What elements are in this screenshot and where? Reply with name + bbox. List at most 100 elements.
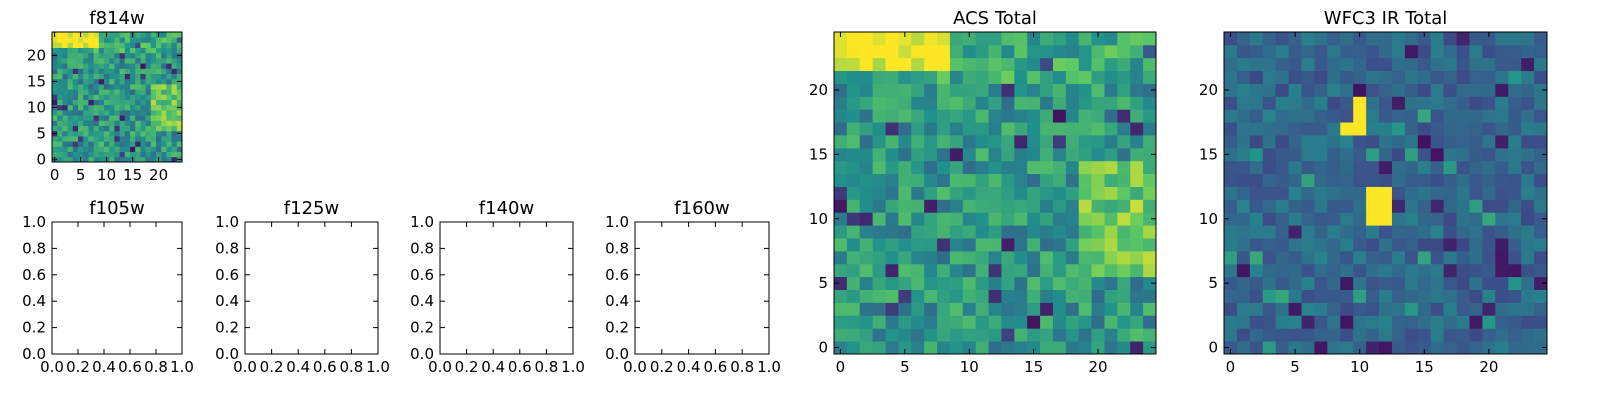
heatmap-cell xyxy=(145,73,152,80)
heatmap-cell xyxy=(124,63,131,69)
heatmap-cell xyxy=(114,42,120,48)
heatmap-cell xyxy=(1521,186,1535,200)
heatmap-cell xyxy=(924,250,938,265)
heatmap-cell xyxy=(1314,328,1328,342)
heatmap-cell xyxy=(859,315,874,329)
heatmap-cell xyxy=(1052,96,1067,110)
heatmap-cell xyxy=(1262,147,1277,162)
heatmap-cell xyxy=(911,302,925,316)
heatmap-cell xyxy=(1262,32,1277,46)
heatmap-cell xyxy=(859,44,874,59)
heatmap-cell xyxy=(176,110,183,116)
heatmap-cell xyxy=(150,115,157,121)
heatmap-cell xyxy=(72,120,79,126)
heatmap-cell xyxy=(1391,186,1406,200)
heatmap-cell xyxy=(1482,341,1496,355)
heatmap-cell xyxy=(1391,289,1406,303)
heatmap-cell xyxy=(1027,96,1041,110)
heatmap-cell xyxy=(1249,109,1264,123)
heatmap-cell xyxy=(104,89,110,95)
heatmap-cell xyxy=(975,315,989,329)
heatmap-cell xyxy=(1249,122,1264,136)
heatmap-cell xyxy=(1262,70,1277,84)
heatmap-cell xyxy=(98,130,105,137)
heatmap-cell xyxy=(145,146,152,152)
heatmap-cell xyxy=(1327,263,1341,278)
heatmap-cell xyxy=(1340,44,1354,59)
heatmap-cell xyxy=(1340,250,1354,265)
heatmap-cell xyxy=(52,58,58,64)
heatmap-cell xyxy=(166,156,172,163)
heatmap-cell xyxy=(859,70,874,84)
heatmap-cell xyxy=(1288,341,1302,355)
heatmap-cell xyxy=(1143,32,1157,46)
heatmap-cell xyxy=(1366,173,1380,187)
heatmap-cell xyxy=(1052,32,1067,46)
heatmap-cell xyxy=(83,146,89,152)
heatmap-cell xyxy=(1014,302,1028,316)
heatmap-cell xyxy=(859,57,874,72)
heatmap-cell xyxy=(1236,147,1251,162)
heatmap-cell xyxy=(1379,44,1393,59)
heatmap-cell xyxy=(937,263,951,278)
heatmap-cell xyxy=(1001,83,1015,97)
heatmap-cell xyxy=(1340,341,1354,355)
heatmap-cell xyxy=(1143,238,1157,252)
heatmap-cell xyxy=(988,199,1002,213)
heatmap-cell xyxy=(130,120,136,126)
heatmap-cell xyxy=(1482,302,1496,316)
heatmap-cell xyxy=(1353,32,1367,46)
heatmap-cell xyxy=(1091,135,1105,149)
heatmap-cell xyxy=(1065,276,1080,290)
heatmap-cell xyxy=(1117,147,1131,162)
heatmap-cells xyxy=(1224,32,1548,355)
heatmap-cell xyxy=(988,341,1002,355)
heatmap-cell xyxy=(104,78,110,85)
heatmap-cell xyxy=(1091,109,1105,123)
heatmap-cell xyxy=(166,125,172,132)
heatmap-cell xyxy=(1366,263,1380,278)
heatmap-cell xyxy=(1469,135,1483,149)
heatmap-cell xyxy=(1366,199,1380,213)
heatmap-cell xyxy=(1391,96,1406,110)
heatmap-cell xyxy=(135,151,141,158)
heatmap-cell xyxy=(988,238,1002,252)
heatmap-cell xyxy=(1262,186,1277,200)
heatmap-cell xyxy=(1224,122,1238,136)
heatmap-cell xyxy=(898,70,912,84)
heatmap-cell xyxy=(119,146,126,152)
heatmap-cell xyxy=(166,32,172,38)
heatmap-cell xyxy=(1052,186,1067,200)
heatmap-cell xyxy=(1052,44,1067,59)
heatmap-cell xyxy=(67,32,74,38)
heatmap-cell xyxy=(1353,302,1367,316)
heatmap-cell xyxy=(78,78,84,85)
heatmap-cell xyxy=(1262,263,1277,278)
heatmap-cell xyxy=(156,37,162,43)
heatmap-cell xyxy=(1078,263,1092,278)
y-tick-label: 0.0 xyxy=(215,345,239,363)
heatmap-cell xyxy=(1469,122,1483,136)
heatmap-cell xyxy=(872,250,886,265)
heatmap-cell xyxy=(1379,96,1393,110)
heatmap-cell xyxy=(1130,302,1144,316)
heatmap-cell xyxy=(1495,199,1509,213)
heatmap-cell xyxy=(1391,315,1406,329)
heatmap-cell xyxy=(924,341,938,355)
heatmap-cell xyxy=(1417,96,1432,110)
heatmap-cell xyxy=(1366,276,1380,290)
heatmap-cell xyxy=(1404,32,1419,46)
heatmap-cell xyxy=(949,96,964,110)
heatmap-cell xyxy=(962,341,977,355)
heatmap-cell xyxy=(975,212,989,226)
heatmap-cell xyxy=(1314,122,1328,136)
heatmap-cell xyxy=(1366,328,1380,342)
heatmap-cell xyxy=(1040,70,1054,84)
heatmap-cell xyxy=(1027,135,1041,149)
heatmap-cell xyxy=(834,83,848,97)
heatmap-cell xyxy=(1469,83,1483,97)
heatmap-cell xyxy=(1052,135,1067,149)
heatmap-cell xyxy=(171,94,178,100)
heatmap-cell xyxy=(140,37,146,43)
heatmap-cell xyxy=(1391,302,1406,316)
